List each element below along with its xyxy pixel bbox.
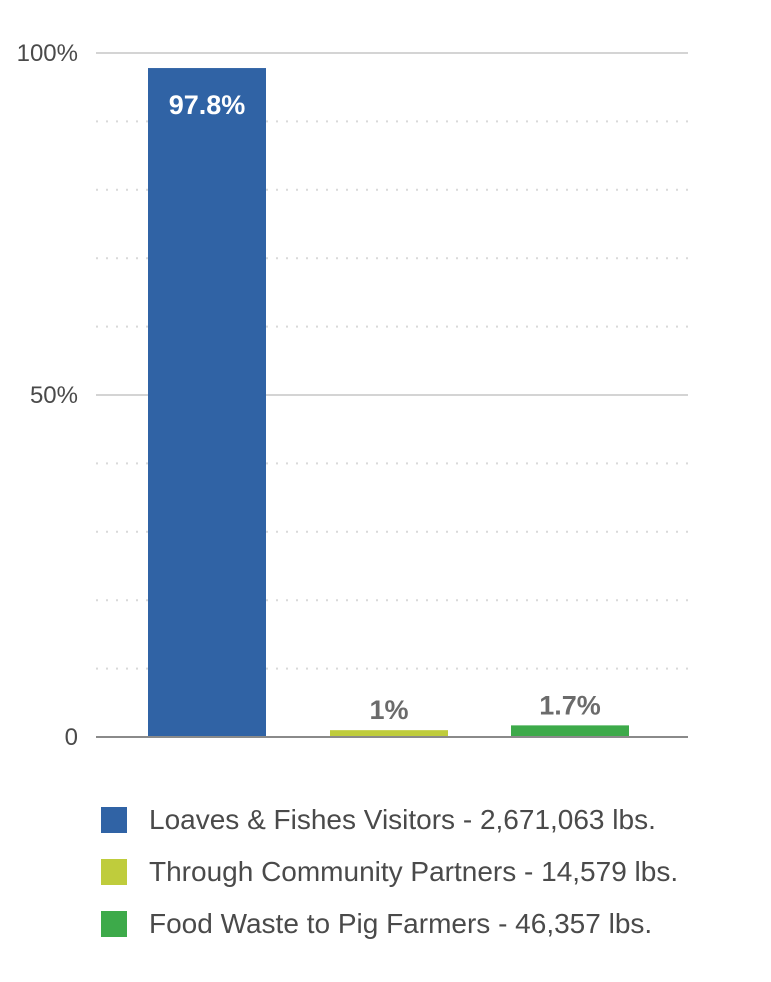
bar-value-label: 1% <box>369 695 408 725</box>
legend-swatch <box>101 859 127 885</box>
bar <box>148 68 266 738</box>
legend-item: Loaves & Fishes Visitors - 2,671,063 lbs… <box>101 794 678 846</box>
legend-item: Food Waste to Pig Farmers - 46,357 lbs. <box>101 898 678 950</box>
chart-legend: Loaves & Fishes Visitors - 2,671,063 lbs… <box>101 794 678 950</box>
bar-value-label: 1.7% <box>539 690 601 720</box>
legend-swatch <box>101 911 127 937</box>
bar <box>330 730 448 737</box>
bar-value-label: 97.8% <box>169 90 246 120</box>
legend-label: Through Community Partners - 14,579 lbs. <box>149 856 679 887</box>
legend-label: Loaves & Fishes Visitors - 2,671,063 lbs… <box>149 804 656 835</box>
legend-swatch <box>101 807 127 833</box>
y-tick-label: 0 <box>65 724 78 751</box>
bar <box>511 725 629 737</box>
y-tick-label: 100% <box>17 40 78 67</box>
legend-item: Through Community Partners - 14,579 lbs. <box>101 846 678 898</box>
y-tick-label: 50% <box>30 382 78 409</box>
bar-value-labels: 97.8% 1% 1.7% <box>169 90 601 725</box>
bar-chart: 0 50% 100% 97.8% 1% 1.7% <box>17 40 688 751</box>
bars <box>148 68 629 738</box>
legend-label: Food Waste to Pig Farmers - 46,357 lbs. <box>149 908 653 939</box>
y-axis-ticks: 0 50% 100% <box>17 40 78 751</box>
